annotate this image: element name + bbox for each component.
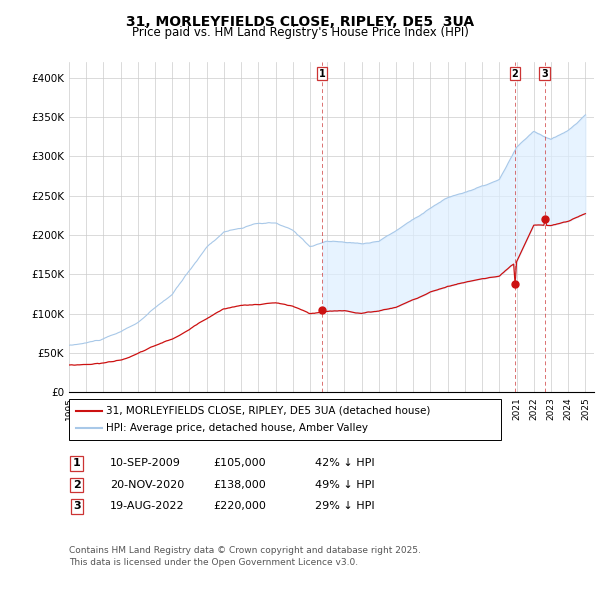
Text: Price paid vs. HM Land Registry's House Price Index (HPI): Price paid vs. HM Land Registry's House … xyxy=(131,26,469,39)
Text: 3: 3 xyxy=(541,68,548,78)
Text: 1: 1 xyxy=(319,68,325,78)
Text: 42% ↓ HPI: 42% ↓ HPI xyxy=(315,458,374,468)
Text: This data is licensed under the Open Government Licence v3.0.: This data is licensed under the Open Gov… xyxy=(69,558,358,566)
Text: HPI: Average price, detached house, Amber Valley: HPI: Average price, detached house, Ambe… xyxy=(106,423,368,433)
Text: Contains HM Land Registry data © Crown copyright and database right 2025.: Contains HM Land Registry data © Crown c… xyxy=(69,546,421,555)
Text: 31, MORLEYFIELDS CLOSE, RIPLEY, DE5  3UA: 31, MORLEYFIELDS CLOSE, RIPLEY, DE5 3UA xyxy=(126,15,474,29)
Text: 19-AUG-2022: 19-AUG-2022 xyxy=(110,502,184,511)
Text: 29% ↓ HPI: 29% ↓ HPI xyxy=(315,502,374,511)
Text: 20-NOV-2020: 20-NOV-2020 xyxy=(110,480,184,490)
Text: £138,000: £138,000 xyxy=(213,480,266,490)
Text: £105,000: £105,000 xyxy=(213,458,266,468)
Text: 31, MORLEYFIELDS CLOSE, RIPLEY, DE5 3UA (detached house): 31, MORLEYFIELDS CLOSE, RIPLEY, DE5 3UA … xyxy=(106,406,431,416)
Text: 3: 3 xyxy=(73,502,80,511)
Text: 1: 1 xyxy=(73,458,80,468)
Text: £220,000: £220,000 xyxy=(213,502,266,511)
Text: 10-SEP-2009: 10-SEP-2009 xyxy=(110,458,181,468)
Text: 49% ↓ HPI: 49% ↓ HPI xyxy=(315,480,374,490)
Text: 2: 2 xyxy=(73,480,80,490)
Text: 2: 2 xyxy=(511,68,518,78)
